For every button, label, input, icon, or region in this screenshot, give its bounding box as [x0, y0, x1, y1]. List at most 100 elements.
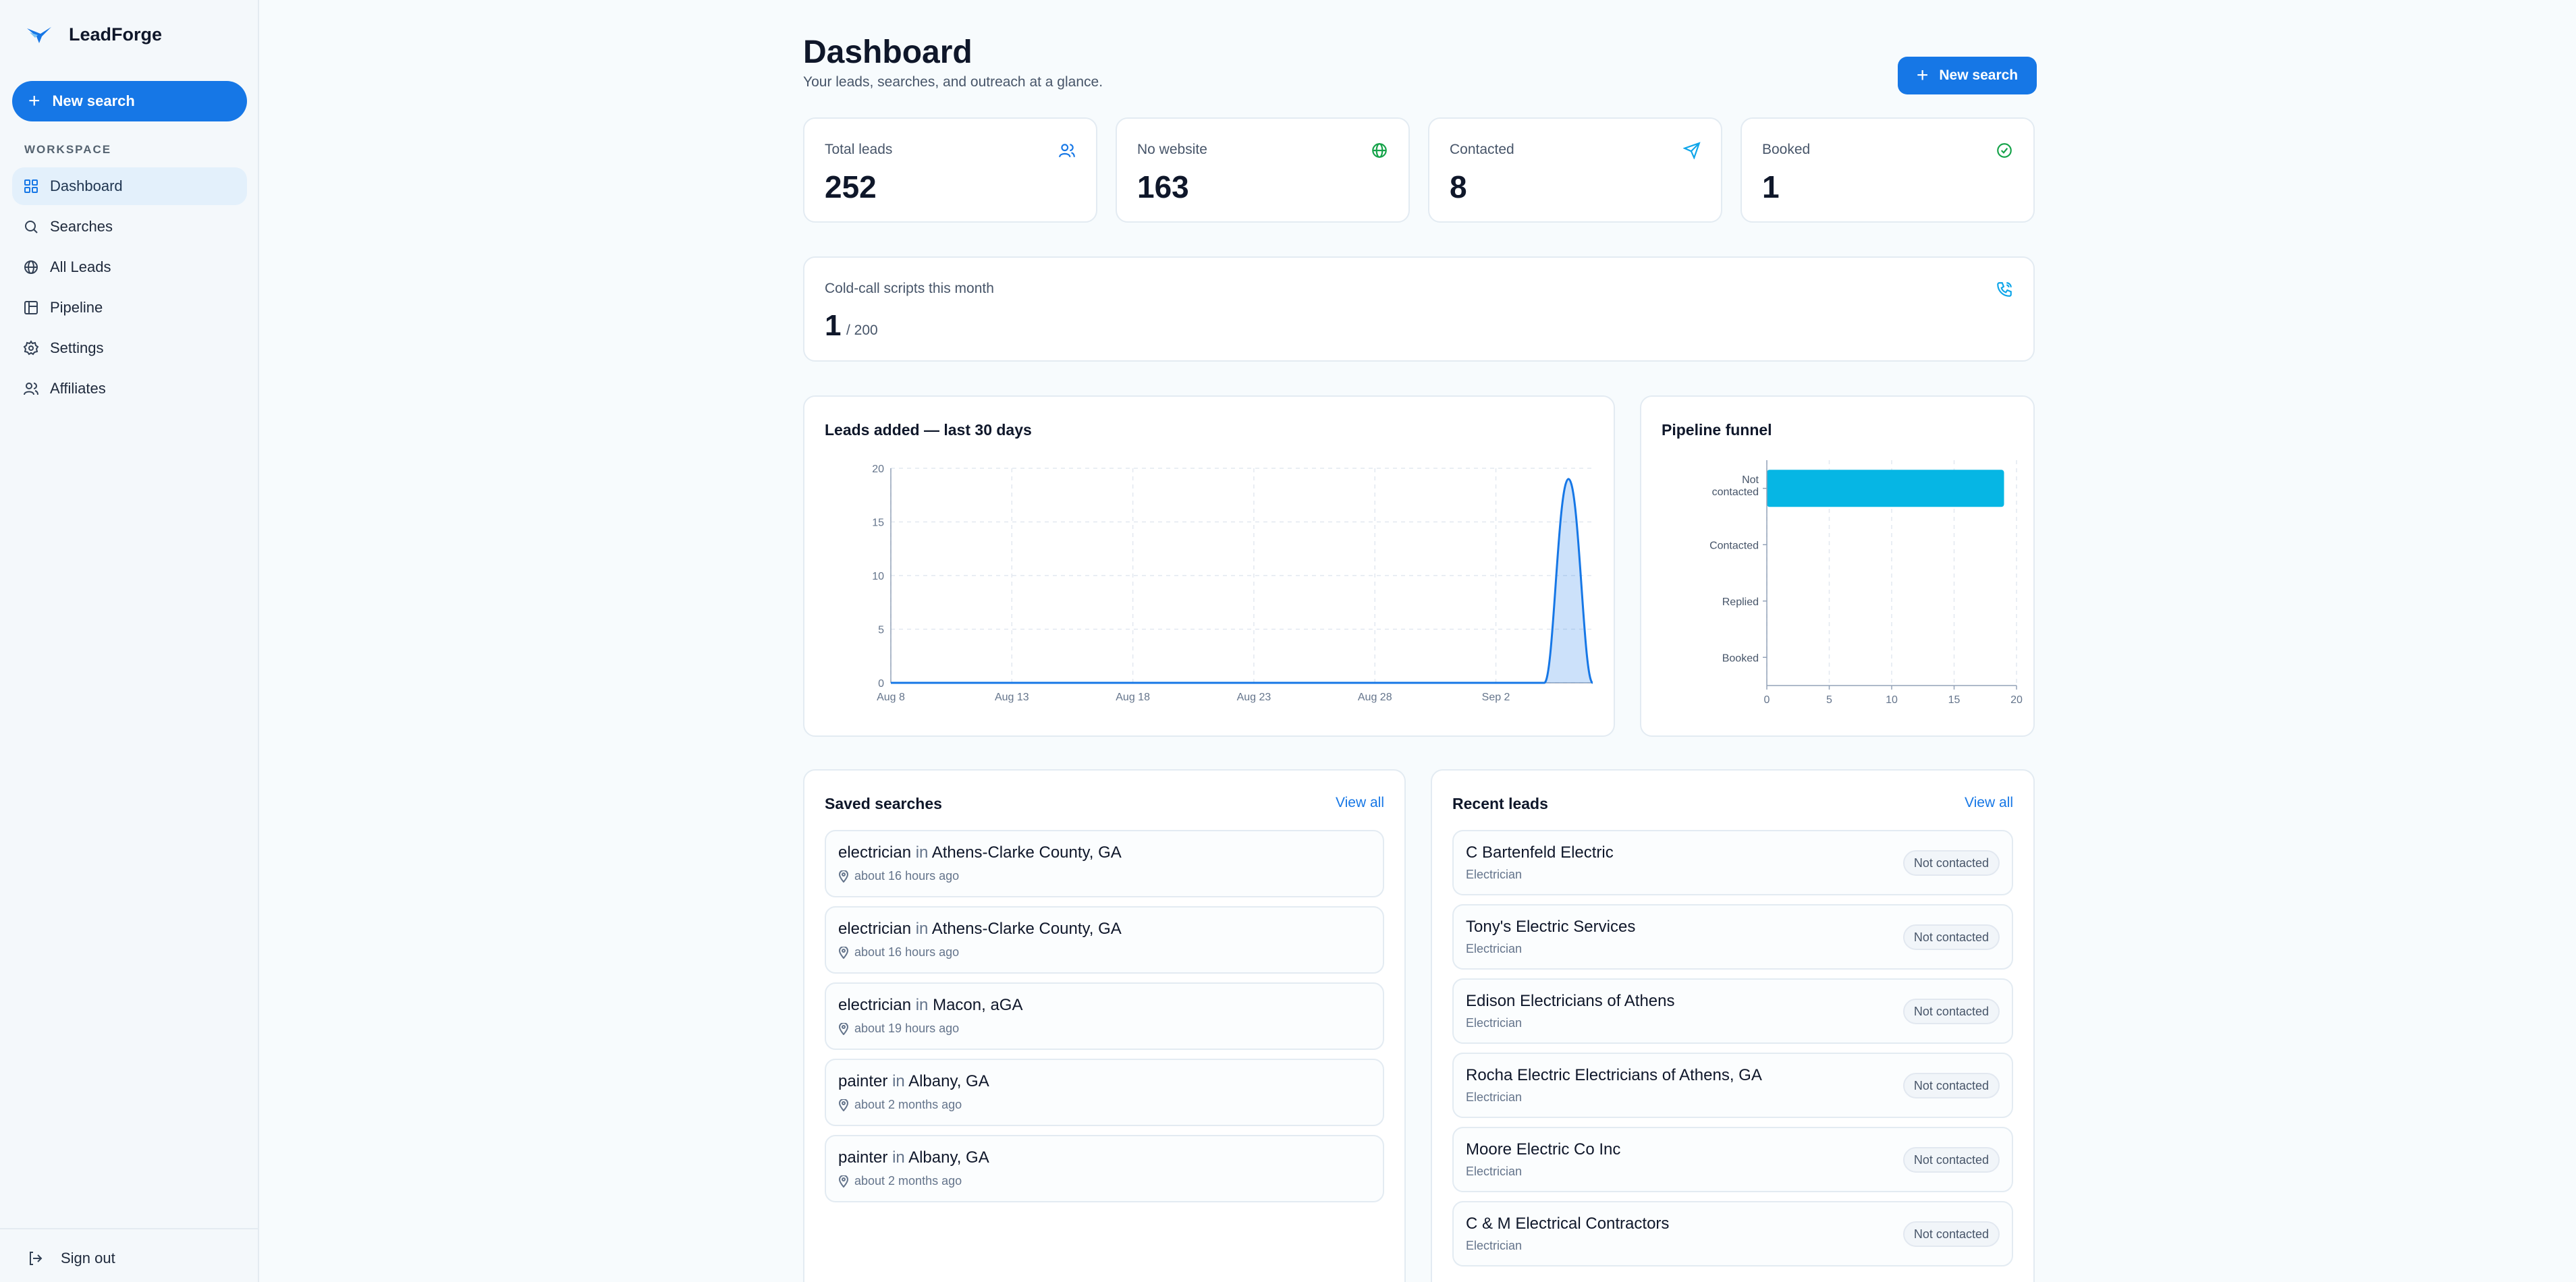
sidebar-new-search-button[interactable]: + New search [12, 81, 247, 121]
x-tick-label: Aug 8 [877, 692, 905, 703]
lead-name: Tony's Electric Services [1466, 918, 1636, 936]
x-tick-label: 20 [2010, 694, 2023, 706]
category-label: Replied [1722, 596, 1759, 608]
lead-item[interactable]: Rocha Electric Electricians of Athens, G… [1452, 1053, 2013, 1118]
saved-search-item[interactable]: painter in Albany, GA about 2 months ago [825, 1135, 1384, 1202]
x-tick-label: Aug 23 [1237, 692, 1271, 703]
series-area [891, 478, 1593, 683]
stat-card-booked: Booked 1 [1741, 117, 2035, 223]
leads-chart-card: Leads added — last 30 days 0 5 10 15 20 Aug 8… [803, 395, 1615, 737]
recent-leads-view-all-link[interactable]: View all [1965, 795, 2013, 810]
map-pin-icon [838, 946, 849, 959]
logout-icon [30, 1252, 43, 1265]
saved-search-query: electrician in Athens-Clarke County, GA [838, 843, 1371, 862]
search-connector: in [915, 920, 929, 938]
saved-search-query: painter in Albany, GA [838, 1072, 1371, 1091]
sign-out-label: Sign out [61, 1250, 115, 1266]
brand-name: LeadForge [69, 24, 163, 45]
lead-name: Moore Electric Co Inc [1466, 1140, 1621, 1159]
search-connector: in [915, 843, 929, 862]
series-line [891, 478, 1594, 684]
x-tick-label: 5 [1826, 694, 1832, 706]
grid-icon [24, 179, 38, 193]
sidebar-nav: Dashboard Searches All Leads Pipeline Se… [12, 167, 247, 410]
new-search-button[interactable]: + New search [1898, 57, 2037, 94]
sidebar-item-searches[interactable]: Searches [12, 208, 247, 246]
saved-searches-view-all-link[interactable]: View all [1336, 795, 1384, 810]
stat-card-contacted: Contacted 8 [1428, 117, 1722, 223]
x-tick-label: Aug 18 [1116, 692, 1150, 703]
sidebar-new-search-label: New search [52, 92, 135, 109]
sidebar-item-label: Pipeline [50, 299, 103, 316]
lead-item[interactable]: Tony's Electric Services Electrician Not… [1452, 904, 2013, 970]
stat-label: Total leads [825, 142, 893, 157]
x-tick-label: 10 [1886, 694, 1898, 706]
saved-search-item[interactable]: electrician in Macon, aGA about 19 hours… [825, 982, 1384, 1050]
saved-search-query: electrician in Athens-Clarke County, GA [838, 920, 1371, 939]
check-circle-icon [1997, 143, 2012, 158]
lead-category: Electrician [1466, 1090, 1523, 1104]
brand[interactable]: LeadForge [26, 23, 162, 46]
lead-category: Electrician [1466, 1016, 1523, 1030]
send-icon [1683, 142, 1701, 159]
lead-item[interactable]: C & M Electrical Contractors Electrician… [1452, 1201, 2013, 1266]
status-badge: Not contacted [1902, 850, 2000, 876]
funnel-chart-title: Pipeline funnel [1662, 421, 1772, 439]
map-pin-icon [838, 1175, 849, 1188]
lead-item[interactable]: Moore Electric Co Inc Electrician Not co… [1452, 1127, 2013, 1192]
search-term: painter [838, 1072, 888, 1090]
scripts-total: / 200 [846, 323, 878, 338]
scripts-card: Cold-call scripts this month 1 / 200 [803, 256, 2035, 362]
saved-search-item[interactable]: painter in Albany, GA about 2 months ago [825, 1059, 1384, 1126]
saved-search-time: about 16 hours ago [854, 869, 960, 883]
stat-card-no-website: No website 163 [1116, 117, 1410, 223]
stat-label: Booked [1762, 142, 1811, 157]
logo-icon [27, 27, 51, 43]
sign-out-button[interactable]: Sign out [27, 1250, 115, 1267]
status-badge: Not contacted [1902, 1073, 2000, 1098]
saved-search-query: painter in Albany, GA [838, 1148, 1371, 1167]
lead-name: Edison Electricians of Athens [1466, 992, 1675, 1010]
lead-item[interactable]: C Bartenfeld Electric Electrician Not co… [1452, 830, 2013, 895]
saved-search-time: about 19 hours ago [854, 1022, 960, 1035]
stat-value: 1 [1762, 169, 1780, 204]
leads-chart: 0 5 10 15 20 Aug 8 Aug 13 Aug 18 Aug 23 Aug 28 Sep… [872, 464, 1594, 703]
new-search-label: New search [1939, 67, 2019, 83]
status-badge: Not contacted [1902, 1221, 2000, 1247]
lead-name: Rocha Electric Electricians of Athens, G… [1466, 1066, 1762, 1084]
sidebar-item-all-leads[interactable]: All Leads [12, 248, 247, 286]
x-tick-label: 0 [1764, 694, 1770, 706]
status-badge: Not contacted [1902, 924, 2000, 950]
map-pin-icon [838, 1022, 849, 1035]
page-subtitle: Your leads, searches, and outreach at a … [803, 74, 1103, 90]
search-icon [25, 221, 38, 233]
page-title: Dashboard [803, 34, 972, 70]
sidebar-item-settings[interactable]: Settings [12, 329, 247, 367]
recent-leads-card: Recent leads View all C Bartenfeld Elect… [1431, 769, 2035, 1282]
search-connector: in [892, 1148, 905, 1167]
saved-search-meta: about 2 months ago [838, 1098, 1371, 1112]
saved-search-meta: about 2 months ago [838, 1174, 1371, 1188]
lead-item[interactable]: Edison Electricians of Athens Electricia… [1452, 978, 2013, 1044]
funnel-chart-card: Pipeline funnel 0 5 10 15 20 Not contacted Cont… [1640, 395, 2035, 737]
y-tick-label: 10 [872, 571, 884, 582]
search-term: electrician [838, 920, 912, 938]
globe-icon [1372, 143, 1387, 158]
lead-category: Electrician [1466, 1239, 1523, 1252]
sidebar-item-affiliates[interactable]: Affiliates [12, 370, 247, 408]
x-tick-label: Sep 2 [1482, 692, 1510, 703]
saved-search-item[interactable]: electrician in Athens-Clarke County, GA … [825, 906, 1384, 974]
plus-icon: + [28, 90, 40, 112]
saved-searches-card: Saved searches View all electrician in A… [803, 769, 1406, 1282]
scripts-value: 1 [825, 309, 842, 342]
lead-name: C & M Electrical Contractors [1466, 1215, 1670, 1233]
sidebar-item-label: Settings [50, 339, 104, 356]
globe-icon [24, 260, 38, 274]
saved-search-meta: about 16 hours ago [838, 869, 1371, 883]
leads-chart-title: Leads added — last 30 days [825, 421, 1032, 439]
sidebar-item-dashboard[interactable]: Dashboard [12, 167, 247, 205]
map-pin-icon [838, 870, 849, 883]
sidebar-item-pipeline[interactable]: Pipeline [12, 289, 247, 327]
saved-search-item[interactable]: electrician in Athens-Clarke County, GA … [825, 830, 1384, 897]
